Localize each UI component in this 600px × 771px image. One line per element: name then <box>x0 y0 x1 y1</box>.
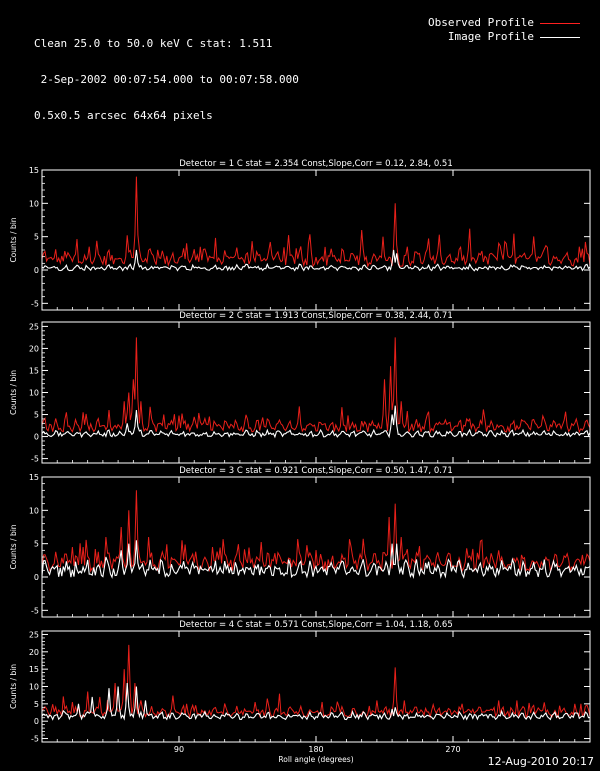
series-line-observed-4 <box>41 644 591 720</box>
y-tick-label-2: 15 <box>29 366 39 375</box>
y-tick-label-3: 0 <box>34 573 39 582</box>
series-line-image-2 <box>41 405 591 439</box>
header-line-pixels: 0.5x0.5 arcsec 64x64 pixels <box>34 109 213 122</box>
y-axis-label-3: Counts / bin <box>9 524 18 569</box>
y-tick-label-1: 10 <box>29 199 39 208</box>
y-axis-label-1: Counts / bin <box>9 217 18 262</box>
y-tick-label-1: 15 <box>29 166 39 175</box>
series-line-image-1 <box>41 249 591 272</box>
detector-panel-4: Detector = 4 C stat = 0.571 Const,Slope,… <box>9 620 591 764</box>
y-tick-label-4: 20 <box>29 648 39 657</box>
legend: Observed Profile Image Profile <box>420 16 580 44</box>
y-tick-label-4: 25 <box>29 630 39 639</box>
detector-panel-2: Detector = 2 C stat = 1.913 Const,Slope,… <box>9 311 591 464</box>
x-tick-label: 90 <box>174 745 184 754</box>
y-tick-label-3: -5 <box>31 606 39 615</box>
y-tick-label-3: 5 <box>34 540 39 549</box>
y-axis-label-2: Counts / bin <box>9 370 18 415</box>
legend-item-observed: Observed Profile <box>420 16 580 30</box>
legend-swatch-observed <box>540 23 580 24</box>
detector-panel-3: Detector = 3 C stat = 0.921 Const,Slope,… <box>9 466 591 618</box>
plot-header: Clean 25.0 to 50.0 keV C stat: 1.511 2-S… <box>34 14 299 134</box>
plot-frame-4 <box>41 630 591 743</box>
header-line-time: 2-Sep-2002 00:07:54.000 to 00:07:58.000 <box>34 73 299 86</box>
x-tick-label: 180 <box>308 745 323 754</box>
y-tick-label-2: -5 <box>31 455 39 464</box>
series-line-observed-1 <box>41 176 591 268</box>
plot-frame-2 <box>41 321 591 464</box>
series-line-observed-3 <box>41 490 591 573</box>
series-line-image-4 <box>41 682 591 721</box>
series-line-image-3 <box>41 540 591 580</box>
legend-label-image: Image Profile <box>447 30 534 43</box>
y-tick-label-4: 0 <box>34 717 39 726</box>
panel-title-2: Detector = 2 C stat = 1.913 Const,Slope,… <box>179 311 453 321</box>
legend-label-observed: Observed Profile <box>428 16 534 29</box>
plot-frame-1 <box>41 169 591 311</box>
y-tick-label-3: 10 <box>29 506 39 515</box>
panel-title-1: Detector = 1 C stat = 2.354 Const,Slope,… <box>179 159 453 169</box>
y-tick-label-4: 15 <box>29 665 39 674</box>
detector-panel-1: Detector = 1 C stat = 2.354 Const,Slope,… <box>9 159 591 311</box>
y-tick-label-2: 20 <box>29 344 39 353</box>
x-tick-label: 270 <box>445 745 460 754</box>
legend-item-image: Image Profile <box>420 30 580 44</box>
y-tick-label-2: 5 <box>34 411 39 420</box>
y-tick-label-4: 5 <box>34 700 39 709</box>
y-tick-label-2: 0 <box>34 433 39 442</box>
x-axis-label: Roll angle (degrees) <box>278 755 353 764</box>
series-line-observed-2 <box>41 337 591 434</box>
panel-title-4: Detector = 4 C stat = 0.571 Const,Slope,… <box>179 620 453 630</box>
y-tick-label-4: -5 <box>31 735 39 744</box>
y-tick-label-1: 5 <box>34 233 39 242</box>
plot-frame-3 <box>41 476 591 618</box>
y-axis-label-4: Counts / bin <box>9 664 18 709</box>
legend-swatch-image <box>540 37 580 38</box>
header-line-energy: Clean 25.0 to 50.0 keV C stat: 1.511 <box>34 37 273 50</box>
y-tick-label-1: 0 <box>34 266 39 275</box>
panel-title-3: Detector = 3 C stat = 0.921 Const,Slope,… <box>179 466 453 476</box>
y-tick-label-3: 15 <box>29 473 39 482</box>
footer-timestamp: 12-Aug-2010 20:17 <box>487 755 594 768</box>
y-tick-label-2: 10 <box>29 389 39 398</box>
y-tick-label-4: 10 <box>29 683 39 692</box>
y-tick-label-1: -5 <box>31 299 39 308</box>
y-tick-label-2: 25 <box>29 322 39 331</box>
